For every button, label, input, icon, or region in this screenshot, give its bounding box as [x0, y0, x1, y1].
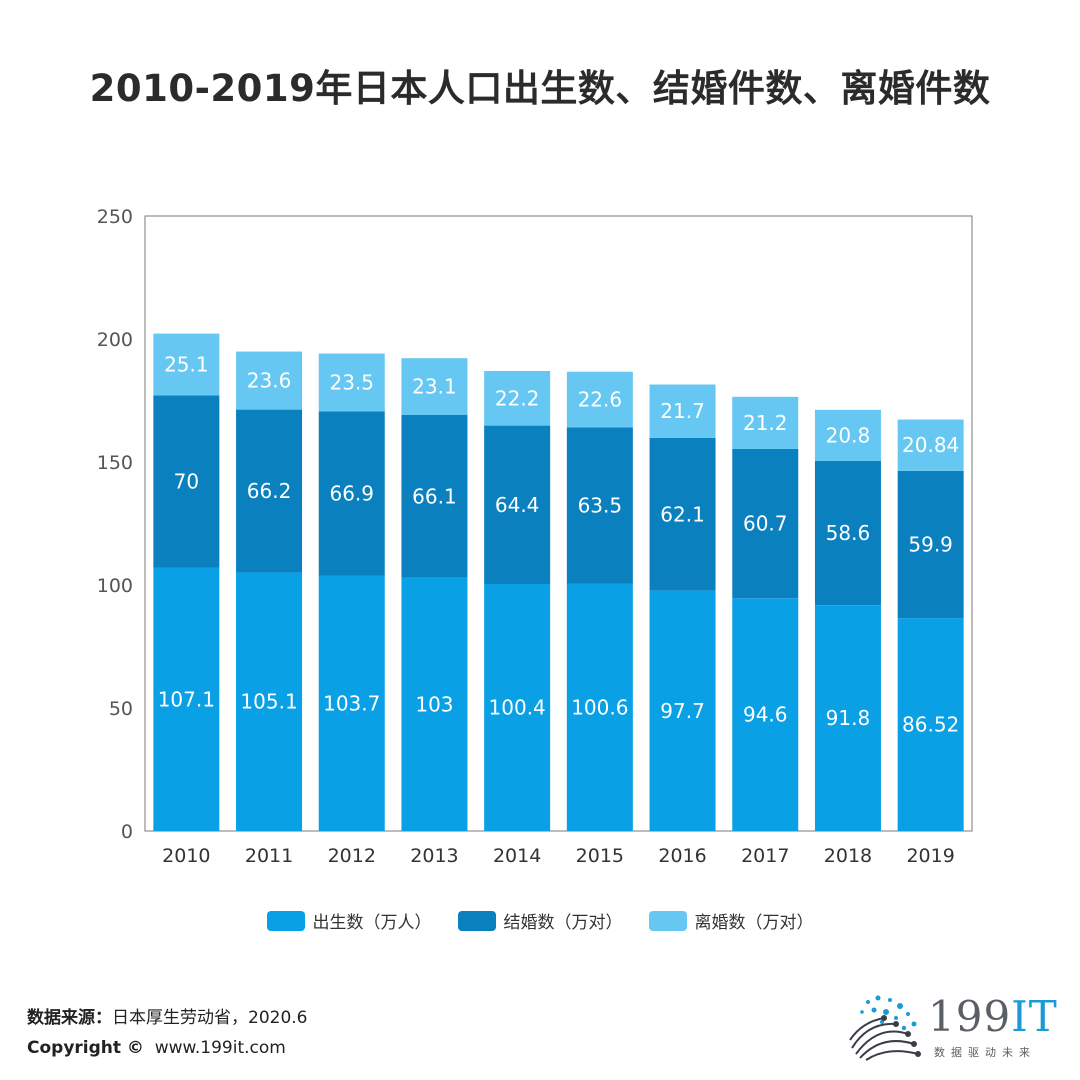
- x-tick-label: 2018: [824, 845, 872, 867]
- x-tick-label: 2011: [245, 845, 293, 867]
- x-tick-label: 2012: [328, 845, 376, 867]
- bar-births-2016: [649, 590, 716, 831]
- data-label-marriages-2016: 62.1: [660, 502, 705, 526]
- logo-wordmark: 199IT: [928, 992, 1058, 1041]
- data-label-marriages-2018: 58.6: [826, 521, 871, 545]
- bar-marriages-2018: [814, 461, 881, 606]
- data-label-marriages-2017: 60.7: [743, 512, 788, 536]
- bar-marriages-2017: [732, 448, 799, 599]
- bar-marriages-2015: [566, 427, 633, 584]
- bar-divorces-2011: [236, 351, 303, 410]
- copyright-url[interactable]: www.199it.com: [154, 1038, 286, 1058]
- bar-marriages-2011: [236, 409, 303, 573]
- y-tick-label: 250: [97, 206, 133, 228]
- legend-swatch-marriages: [457, 910, 496, 931]
- logo-dots-icon: [849, 995, 921, 1061]
- data-label-births-2012: 103.7: [323, 691, 380, 715]
- y-tick-label: 50: [109, 698, 133, 720]
- bar-marriages-2019: [897, 470, 964, 619]
- data-label-marriages-2010: 70: [174, 469, 199, 493]
- data-label-marriages-2013: 66.1: [412, 484, 457, 508]
- x-tick-label: 2013: [410, 845, 458, 867]
- y-tick-label: 200: [97, 329, 133, 351]
- chart-title: 2010-2019年日本人口出生数、结婚件数、离婚件数: [89, 67, 991, 110]
- data-label-births-2017: 94.6: [743, 703, 788, 727]
- source-label: 数据来源：: [27, 1008, 112, 1028]
- bar-divorces-2013: [401, 358, 468, 416]
- data-label-marriages-2012: 66.9: [329, 482, 374, 506]
- bar-births-2018: [814, 605, 881, 831]
- data-label-divorces-2012: 23.5: [329, 370, 374, 394]
- x-tick-label: 2019: [906, 845, 954, 867]
- bar-divorces-2016: [649, 384, 716, 438]
- x-tick-label: 2014: [493, 845, 541, 867]
- bar-divorces-2019: [897, 419, 964, 471]
- data-label-divorces-2013: 23.1: [412, 375, 457, 399]
- data-label-marriages-2011: 66.2: [247, 479, 292, 503]
- data-label-marriages-2019: 59.9: [908, 532, 953, 556]
- bar-marriages-2016: [649, 437, 716, 591]
- legend-label-divorces: 离婚数（万对）: [694, 913, 814, 933]
- source-text: 日本厚生劳动省，2020.6: [112, 1008, 308, 1028]
- data-label-divorces-2017: 21.2: [743, 411, 788, 435]
- bar-divorces-2015: [566, 371, 633, 428]
- data-label-divorces-2011: 23.6: [247, 369, 292, 393]
- bar-marriages-2013: [401, 415, 468, 578]
- data-label-births-2011: 105.1: [240, 690, 297, 714]
- x-tick-label: 2010: [162, 845, 210, 867]
- bar-births-2010: [153, 567, 220, 831]
- data-label-births-2018: 91.8: [826, 706, 871, 730]
- data-label-divorces-2015: 22.6: [578, 388, 623, 412]
- x-tick-label: 2015: [576, 845, 624, 867]
- legend-swatch-births: [266, 910, 305, 931]
- bar-births-2011: [236, 572, 303, 831]
- bar-divorces-2017: [732, 396, 799, 449]
- data-label-births-2013: 103: [415, 692, 453, 716]
- bar-births-2012: [318, 575, 385, 831]
- legend: 出生数（万人） 结婚数（万对） 离婚数（万对）: [0, 908, 1080, 933]
- legend-item-births: 出生数（万人）: [266, 908, 432, 933]
- x-tick-label: 2017: [741, 845, 789, 867]
- legend-label-marriages: 结婚数（万对）: [503, 913, 623, 933]
- data-label-divorces-2018: 20.8: [826, 423, 871, 447]
- bar-marriages-2014: [484, 425, 551, 585]
- legend-swatch-divorces: [648, 910, 687, 931]
- legend-item-divorces: 离婚数（万对）: [648, 908, 814, 933]
- bar-divorces-2012: [318, 353, 385, 412]
- x-tick-label: 2016: [658, 845, 706, 867]
- bar-births-2014: [484, 584, 551, 831]
- bar-births-2013: [401, 577, 468, 831]
- brand-logo: 199IT 数据驱动未来: [848, 992, 1058, 1062]
- data-label-births-2014: 100.4: [489, 696, 546, 720]
- bar-divorces-2018: [814, 409, 881, 462]
- data-label-births-2016: 97.7: [660, 699, 705, 723]
- data-label-marriages-2015: 63.5: [578, 493, 623, 517]
- data-label-births-2015: 100.6: [571, 695, 628, 719]
- data-label-marriages-2014: 64.4: [495, 493, 540, 517]
- data-label-divorces-2019: 20.84: [902, 433, 959, 457]
- legend-label-births: 出生数（万人）: [312, 913, 432, 933]
- bar-births-2015: [566, 583, 633, 831]
- y-tick-label: 150: [97, 452, 133, 474]
- source-line: 数据来源：日本厚生劳动省，2020.6: [27, 1003, 307, 1028]
- logo-tagline: 数据驱动未来: [934, 1046, 1036, 1059]
- legend-item-marriages: 结婚数（万对）: [457, 908, 623, 933]
- data-label-divorces-2016: 21.7: [660, 399, 705, 423]
- bar-divorces-2010: [153, 333, 220, 396]
- bar-marriages-2010: [153, 395, 220, 568]
- copyright-line: Copyright © www.199it.com: [27, 1038, 286, 1058]
- plot-frame: [144, 215, 973, 832]
- y-tick-label: 0: [121, 821, 133, 843]
- bar-births-2017: [732, 598, 799, 831]
- y-tick-label: 100: [97, 575, 133, 597]
- data-label-births-2010: 107.1: [158, 687, 215, 711]
- data-label-divorces-2014: 22.2: [495, 386, 540, 410]
- bar-marriages-2012: [318, 411, 385, 576]
- copyright-label: Copyright ©: [27, 1038, 144, 1058]
- bar-births-2019: [897, 618, 964, 831]
- data-label-divorces-2010: 25.1: [164, 352, 209, 376]
- bar-divorces-2014: [484, 370, 551, 426]
- data-label-births-2019: 86.52: [902, 713, 959, 737]
